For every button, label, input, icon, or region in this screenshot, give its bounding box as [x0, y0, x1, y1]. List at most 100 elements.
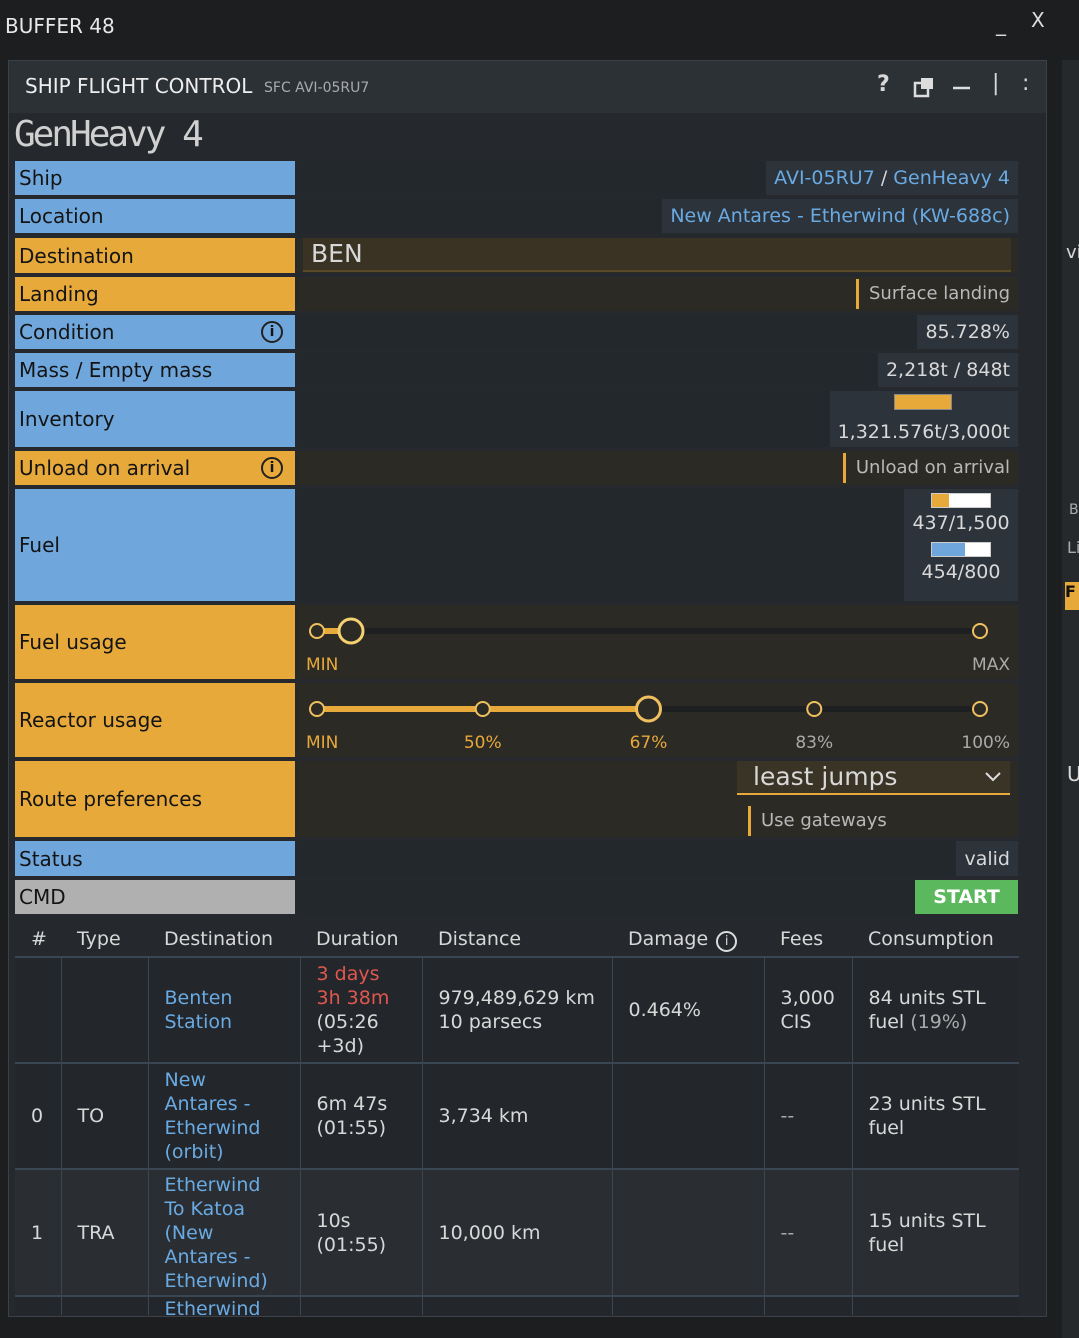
menu-button[interactable]: :	[1022, 71, 1030, 96]
background-window: vi B Li F U	[1062, 60, 1079, 1338]
field-value: New Antares - Etherwind (KW-688c)	[297, 199, 1018, 233]
location-link[interactable]: New Antares - Etherwind (KW-688c)	[662, 199, 1018, 233]
field-label: Location	[15, 199, 295, 233]
cell-text: To Katoa	[164, 1197, 246, 1220]
cell: 3,000 CIS	[763, 956, 852, 1063]
unload-toggle[interactable]: Unload on arrival	[842, 453, 1010, 483]
cell-text: fuel	[868, 1117, 905, 1139]
cell: 1	[15, 1168, 61, 1296]
cell-text: New	[164, 1069, 206, 1091]
cell-text: 10,000 km	[438, 1221, 541, 1244]
cell	[60, 956, 148, 1063]
column-header: Fees	[764, 922, 852, 957]
condition-value: 85.728%	[917, 315, 1018, 349]
header-text: Damage	[628, 927, 709, 950]
destination-input[interactable]: BEN	[303, 238, 1011, 272]
label-text: Condition	[19, 320, 115, 344]
fuel-bar	[932, 494, 949, 507]
field-value: least jumps Use gateways	[297, 761, 1018, 837]
info-icon[interactable]: i	[261, 457, 283, 479]
slider-label: 67%	[630, 733, 668, 753]
field-label: Fuel usage	[15, 605, 295, 679]
column-header: Type	[61, 922, 148, 957]
cell-text: TO	[77, 1105, 105, 1127]
cell: --	[763, 1062, 852, 1169]
minimize-button[interactable]: _	[996, 12, 1006, 36]
fragment: Li	[1067, 538, 1079, 557]
cell-text: 3 days	[316, 963, 380, 985]
header-text: Destination	[164, 928, 274, 950]
field-label: Unload on arrival i	[15, 451, 295, 485]
cell	[851, 1295, 1019, 1315]
ship-link[interactable]: GenHeavy 4	[893, 167, 1010, 189]
route-row: 1 TRA Etherwind To Katoa (New Antares - Etherw…	[15, 1168, 1019, 1296]
detach-icon[interactable]	[913, 75, 937, 99]
landing-toggle[interactable]: Surface landing	[856, 279, 1010, 309]
slider-label: MIN	[306, 655, 338, 675]
cell-text: --	[780, 1221, 795, 1244]
route-select[interactable]: least jumps	[737, 761, 1010, 795]
close-button[interactable]: X	[1031, 8, 1045, 32]
field-value: 1,321.576t/3,000t	[297, 391, 1018, 447]
cell-text: Etherwind	[164, 1117, 261, 1139]
cell-text: 10 parsecs	[438, 1011, 543, 1033]
cell	[15, 956, 61, 1063]
cell-text: CIS	[780, 1011, 812, 1033]
reactor-slider[interactable]: MIN 50% 67% 83% 100%	[297, 683, 1018, 757]
cell: TO	[60, 1062, 148, 1169]
minimize-icon[interactable]	[951, 75, 973, 99]
fuel-slider[interactable]: MIN MAX	[297, 605, 1018, 679]
cell: Benten Station	[147, 956, 300, 1063]
field-label: Ship	[15, 161, 295, 195]
cell-text: Etherwind	[164, 1173, 261, 1196]
header-text: Type	[77, 928, 121, 950]
cell: TRA	[60, 1168, 148, 1296]
inventory-value: 1,321.576t/3,000t	[837, 421, 1010, 443]
field-label: Inventory	[15, 391, 295, 447]
cell	[611, 1295, 764, 1315]
cell-text: 6m 47s	[316, 1093, 388, 1115]
column-header: Damage i	[612, 922, 764, 957]
field-label: Reactor usage	[15, 683, 295, 757]
fuel-box: 437/1,500 454/800	[904, 489, 1018, 601]
field-value: 2,218t / 848t	[297, 353, 1018, 387]
mass-value: 2,218t / 848t	[877, 353, 1018, 387]
cell-text: Station	[164, 1011, 233, 1033]
cell: --	[763, 1168, 852, 1296]
cell-text: fuel	[868, 1011, 905, 1033]
route-row: 0 TO New Antares - Etherwind (orbit) 6m 47s (01…	[15, 1062, 1019, 1169]
route-table: # Type Destination Duration Distance Damage i F…	[15, 922, 1019, 1315]
cell-text: 0	[31, 1105, 44, 1127]
cell-text: 84 units STL	[868, 987, 986, 1009]
cell-text: Benten	[164, 987, 233, 1009]
field-label: Route preferences	[15, 761, 295, 837]
cell	[60, 1295, 148, 1315]
divider: /	[880, 167, 888, 189]
column-header: Distance	[422, 922, 612, 957]
separator: |	[992, 71, 1000, 96]
gateways-toggle[interactable]: Use gateways	[748, 806, 887, 836]
cell-text: Antares -	[164, 1245, 251, 1268]
slider-stop	[635, 695, 662, 723]
cell-text: --	[780, 1105, 795, 1127]
help-button[interactable]: ?	[877, 72, 890, 97]
fragment: F	[1065, 582, 1079, 610]
field-value: AVI-05RU7 / GenHeavy 4	[297, 161, 1018, 195]
field-value: valid	[297, 841, 1018, 876]
cell-text: Etherwind	[164, 1298, 261, 1315]
chevron	[985, 772, 1001, 782]
cell: 3 days 3h 38m (05:26 +3d)	[299, 956, 422, 1063]
cell: Etherwind	[147, 1295, 300, 1315]
info-icon[interactable]: i	[261, 321, 283, 343]
field-label: Landing	[15, 277, 295, 311]
inventory-box: 1,321.576t/3,000t	[829, 391, 1018, 447]
field-value: MIN MAX	[297, 605, 1018, 679]
summary-row: Benten Station 3 days 3h 38m (05:26 +3d) 979,4…	[15, 956, 1019, 1063]
fuel-bar-track	[931, 542, 991, 557]
cell-text: 1	[31, 1221, 44, 1244]
ship-link[interactable]: AVI-05RU7	[774, 167, 875, 189]
header-text: Duration	[316, 928, 399, 950]
start-button[interactable]: START	[915, 880, 1018, 914]
field-value: 437/1,500 454/800	[297, 489, 1018, 601]
